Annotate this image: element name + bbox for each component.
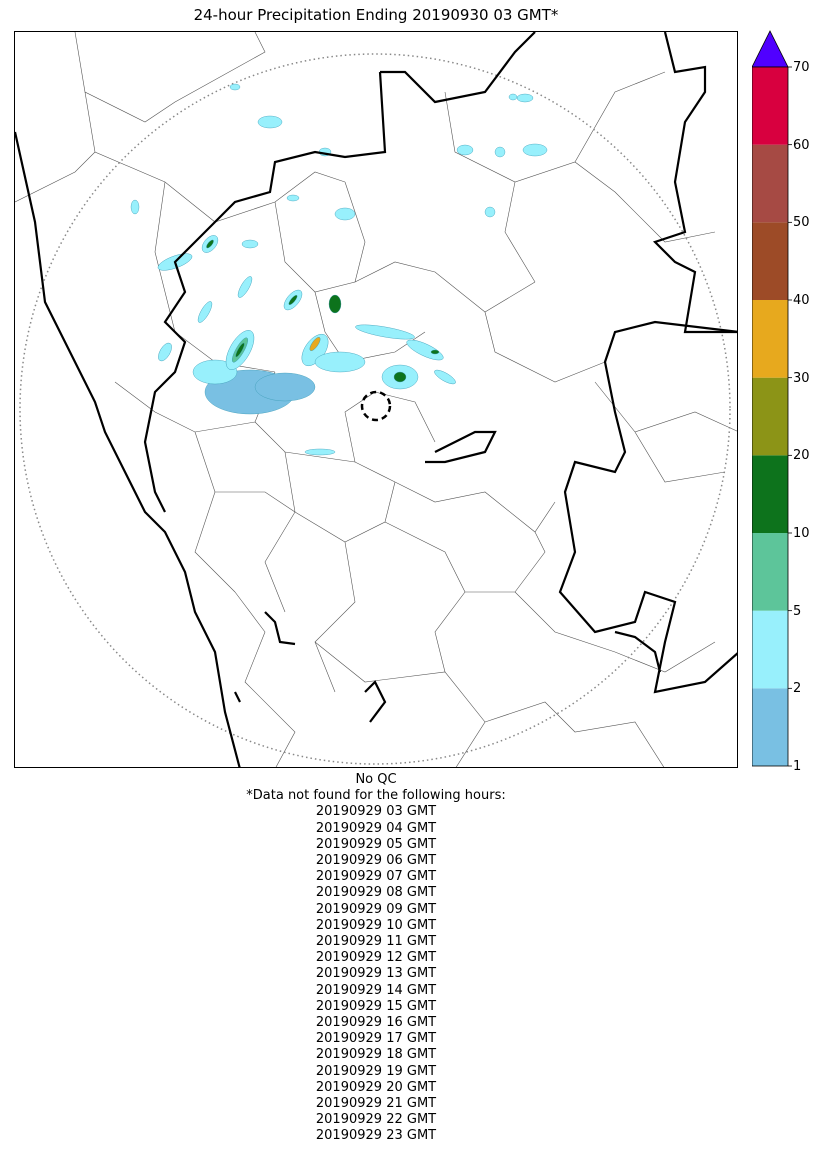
- colorbar-swatch: [752, 455, 788, 533]
- state-boundaries: [15, 32, 737, 767]
- colorbar-overflow-triangle: [752, 30, 789, 68]
- colorbar-swatches: [752, 30, 792, 767]
- colorbar-tick-label: 50: [793, 215, 810, 231]
- missing-hour-item: 20190929 05 GMT: [315, 836, 437, 852]
- missing-hour-item: 20190929 03 GMT: [315, 804, 437, 820]
- colorbar-tick-label: 5: [793, 603, 802, 619]
- qc-note: No QC: [355, 772, 397, 787]
- radar-site-marker: [360, 390, 392, 422]
- colorbar-swatch: [752, 144, 788, 223]
- missing-hour-item: 20190929 13 GMT: [315, 966, 437, 982]
- colorbar-swatch: [752, 300, 788, 378]
- map-canvas: [15, 32, 737, 767]
- colorbar: 1 2 5 10 20 30 40 50 60 70: [752, 28, 822, 773]
- colorbar-swatch: [752, 377, 788, 456]
- colorbar-tick-label: 1: [793, 759, 802, 774]
- colorbar-tick-label: 60: [793, 137, 810, 153]
- colorbar-swatch: [752, 688, 788, 766]
- colorbar-border: [752, 66, 789, 767]
- colorbar-swatch: [752, 67, 788, 145]
- colorbar-tick-label: 40: [793, 293, 810, 308]
- missing-hour-item: 20190929 09 GMT: [315, 901, 437, 917]
- radar-range-ring: [19, 53, 731, 765]
- map-title: 24-hour Precipitation Ending 20190930 03…: [193, 6, 559, 24]
- district-boundaries: [15, 32, 737, 767]
- missing-hour-item: 20190929 20 GMT: [315, 1079, 437, 1095]
- missing-hour-item: 20190929 06 GMT: [315, 853, 437, 869]
- missing-hour-item: 20190929 23 GMT: [315, 1128, 437, 1144]
- colorbar-swatch: [752, 610, 788, 689]
- radar-map: [14, 31, 738, 768]
- missing-hour-item: 20190929 18 GMT: [315, 1047, 437, 1063]
- missing-hour-item: 20190929 22 GMT: [315, 1112, 437, 1128]
- colorbar-tick-label: 20: [793, 448, 810, 464]
- colorbar-swatch: [752, 533, 788, 611]
- missing-hour-item: 20190929 15 GMT: [315, 998, 437, 1014]
- missing-hour-item: 20190929 11 GMT: [315, 934, 437, 950]
- missing-data-header: *Data not found for the following hours:: [246, 788, 506, 804]
- footnote-block: No QC *Data not found for the following …: [0, 772, 752, 1145]
- colorbar-tick-label: 2: [793, 681, 802, 697]
- colorbar-tick-label: 30: [793, 370, 810, 386]
- colorbar-tick-label: 10: [793, 526, 810, 541]
- missing-hour-item: 20190929 21 GMT: [315, 1096, 437, 1112]
- colorbar-swatch: [752, 222, 788, 300]
- colorbar-tick-label: 70: [793, 60, 810, 75]
- missing-hour-item: 20190929 12 GMT: [315, 950, 437, 966]
- precipitation-echoes: [130, 83, 548, 456]
- missing-hour-item: 20190929 08 GMT: [315, 885, 437, 901]
- missing-hour-item: 20190929 04 GMT: [315, 820, 437, 836]
- missing-hour-item: 20190929 19 GMT: [315, 1063, 437, 1079]
- missing-hour-item: 20190929 14 GMT: [315, 982, 437, 998]
- missing-hour-item: 20190929 07 GMT: [315, 869, 437, 885]
- missing-hour-item: 20190929 17 GMT: [315, 1031, 437, 1047]
- missing-hours-list: 20190929 03 GMT 20190929 04 GMT 20190929 0…: [0, 804, 752, 1144]
- missing-hour-item: 20190929 16 GMT: [315, 1015, 437, 1031]
- missing-hour-item: 20190929 10 GMT: [315, 917, 437, 933]
